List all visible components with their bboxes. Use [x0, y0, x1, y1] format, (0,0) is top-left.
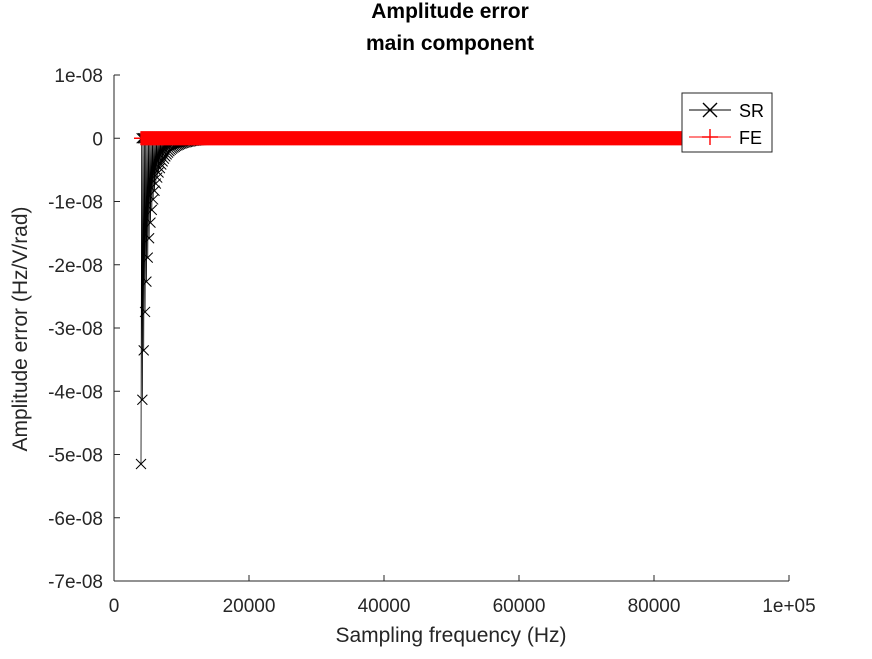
- sr-point: [138, 345, 150, 356]
- chart-title: Amplitude error: [371, 0, 529, 23]
- sr-point: [135, 458, 147, 470]
- y-tick-label: -7e-08: [48, 572, 103, 593]
- legend-sr-label: SR: [739, 101, 764, 121]
- x-axis-label: Sampling frequency (Hz): [335, 624, 566, 647]
- x-tick-label: 1e+05: [762, 596, 815, 617]
- sr-point: [157, 156, 168, 167]
- y-tick-label: -2e-08: [48, 256, 103, 277]
- sr-point: [141, 276, 152, 288]
- y-tick-label: 0: [92, 129, 103, 150]
- sr-point: [154, 162, 166, 174]
- axes-layer: 0 20000 40000 60000 80000 1e+05 1e-08 0 -1e-08 -2…: [48, 66, 816, 617]
- sr-point: [155, 159, 167, 170]
- sr-point: [145, 217, 156, 229]
- y-tick-label: -4e-08: [48, 382, 103, 403]
- legend-box: [681, 92, 773, 153]
- x-tick-label: 20000: [223, 596, 276, 617]
- x-tick-label: 0: [109, 596, 120, 617]
- y-tick-label: -3e-08: [48, 319, 103, 340]
- x-tick-label: 60000: [493, 596, 546, 617]
- sr-line: [140, 136, 735, 464]
- y-axis-label: Amplitude error (Hz/V/rad): [9, 206, 32, 451]
- legend-sr-marker: [702, 102, 718, 118]
- series-layer: [134, 131, 742, 470]
- x-tick-label: 40000: [358, 596, 411, 617]
- y-tick-label: 1e-08: [54, 66, 103, 87]
- series-fe: [134, 131, 742, 146]
- sr-point: [150, 178, 162, 189]
- legend: SR FE: [681, 92, 773, 153]
- sr-point: [153, 167, 164, 178]
- sr-point: [142, 252, 154, 263]
- legend-fe-marker: [702, 129, 718, 145]
- sr-point: [146, 204, 158, 216]
- sr-point: [136, 394, 148, 406]
- series-sr: [135, 132, 741, 470]
- sr-point: [139, 306, 151, 318]
- sr-point: [143, 232, 155, 244]
- y-tick-label: -1e-08: [48, 193, 103, 214]
- sr-point: [149, 185, 160, 197]
- chart-subtitle: main component: [366, 32, 534, 55]
- sr-point: [147, 194, 159, 205]
- x-tick-label: 80000: [628, 596, 681, 617]
- y-tick-label: -5e-08: [48, 446, 103, 467]
- y-tick-label: -6e-08: [48, 509, 103, 530]
- legend-fe-label: FE: [739, 128, 762, 148]
